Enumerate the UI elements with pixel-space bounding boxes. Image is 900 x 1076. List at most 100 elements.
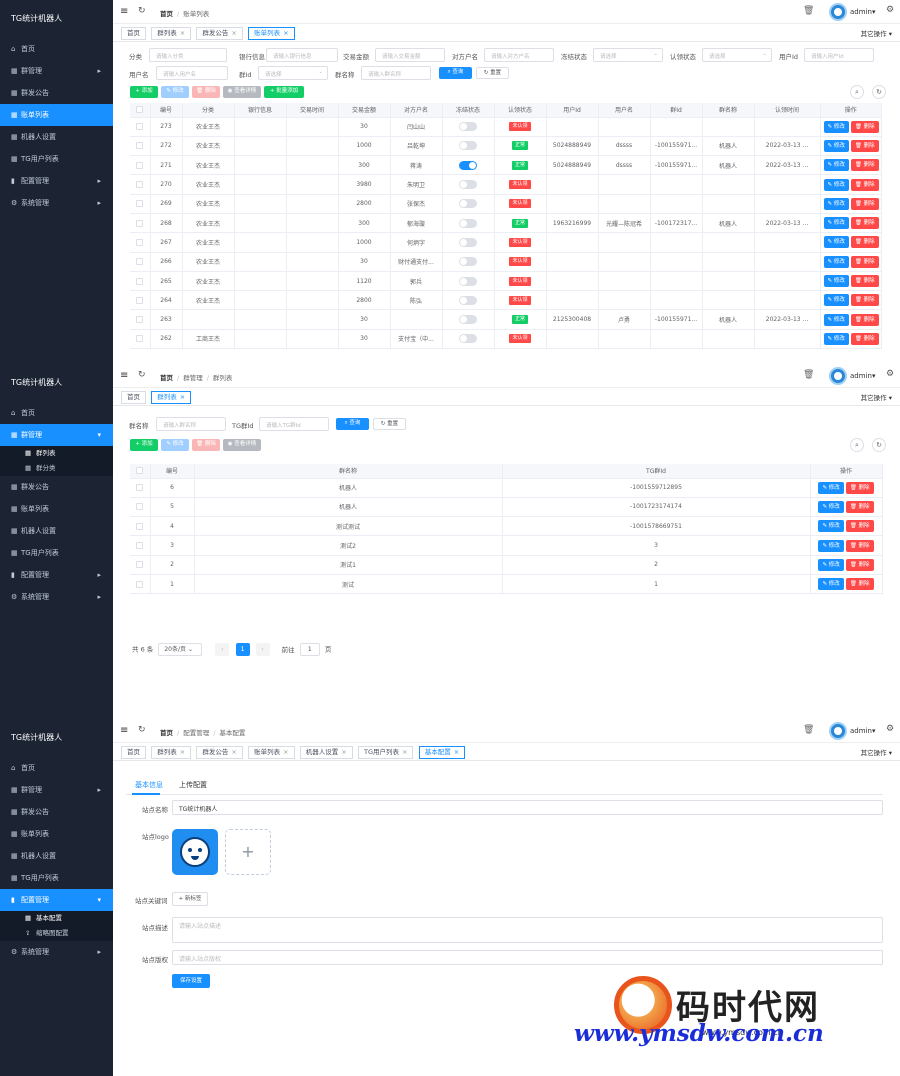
prev-page-button[interactable]: ‹ (215, 643, 230, 656)
row-edit-button[interactable]: ✎ 修改 (823, 120, 849, 133)
column-header[interactable]: 认领状态 (494, 103, 547, 118)
row-checkbox[interactable] (130, 290, 151, 311)
table-row[interactable]: 266 农业王杰 30 财付通支付... 未认领 ✎ 修改 🗑 删除 (130, 252, 882, 272)
page-size-select[interactable]: 20条/页 ⌄ (158, 643, 203, 656)
sidebar-item-system[interactable]: ⚙ 系统管理 ▸ (0, 941, 113, 963)
table-row[interactable]: 4 测试测试 -1001578669751 ✎ 修改 🗑 删除 (130, 516, 883, 537)
add-button[interactable]: + 添加 (130, 86, 158, 98)
tab-announce[interactable]: 群发公告 × (196, 27, 243, 40)
column-header[interactable]: 用户名 (598, 103, 651, 118)
freeze-switch[interactable] (459, 141, 477, 151)
column-header[interactable]: 银行信息 (234, 103, 287, 118)
column-header[interactable]: TG群Id (502, 464, 811, 479)
row-checkbox[interactable] (130, 309, 151, 330)
row-checkbox[interactable] (130, 555, 151, 575)
amount-input[interactable]: 请输入交易金额 (375, 48, 445, 62)
close-icon[interactable]: × (179, 393, 186, 401)
sidebar-item-bill-list[interactable]: ▦ 账单列表 (0, 498, 113, 520)
freeze-switch[interactable] (459, 122, 477, 132)
select-all-checkbox[interactable] (130, 103, 151, 118)
table-row[interactable]: 271 农业王杰 300 蒋涛 正常 5024888949 dssss -100155971.… (130, 155, 882, 176)
row-delete-button[interactable]: 🗑 删除 (845, 558, 874, 571)
table-row[interactable]: 5 机器人 -1001723174174 ✎ 修改 🗑 删除 (130, 497, 883, 518)
row-edit-button[interactable]: ✎ 修改 (823, 332, 849, 345)
site-logo-image[interactable] (172, 829, 218, 875)
goto-input[interactable]: 1 (299, 643, 320, 656)
row-edit-button[interactable]: ✎ 修改 (818, 500, 844, 513)
sidebar-item-config[interactable]: ▮ 配置管理 ▾ (0, 889, 113, 911)
breadcrumb-item[interactable]: 首页 (160, 729, 173, 737)
row-checkbox[interactable] (130, 271, 151, 292)
tab-home[interactable]: 首页 (121, 27, 146, 40)
sidebar-item-system[interactable]: ⚙ 系统管理 ▸ (0, 586, 113, 608)
row-delete-button[interactable]: 🗑 删除 (850, 159, 879, 172)
subtab-upload-config[interactable]: 上传配置 (179, 781, 207, 789)
sidebar-item-bill-list[interactable]: ▦ 账单列表 (0, 823, 113, 845)
table-row[interactable]: 265 农业王杰 1120 郭兵 未认领 ✎ 修改 🗑 删除 (130, 271, 882, 292)
column-header[interactable]: 群名称 (702, 103, 755, 118)
next-page-button[interactable]: › (255, 643, 270, 656)
site-name-input[interactable]: TG统计机器人 (172, 800, 883, 815)
trash-icon[interactable]: 🗑 (803, 725, 815, 735)
column-header[interactable]: 交易金额 (338, 103, 391, 118)
row-delete-button[interactable]: 🗑 删除 (850, 236, 879, 249)
sidebar-item-group-mgmt[interactable]: ▦ 群管理 ▾ (0, 424, 113, 446)
table-row[interactable]: 1 测试 1 ✎ 修改 🗑 删除 (130, 574, 883, 595)
details-button[interactable]: ◉ 查看详情 (223, 86, 261, 98)
freeze-switch[interactable] (459, 315, 477, 325)
subtab-basic-info[interactable]: 基本信息 (135, 781, 163, 789)
row-checkbox[interactable] (130, 174, 151, 195)
table-row[interactable]: 2 测试1 2 ✎ 修改 🗑 删除 (130, 555, 883, 575)
breadcrumb-item[interactable]: 首页 (160, 10, 173, 18)
row-delete-button[interactable]: 🗑 删除 (850, 294, 879, 307)
upload-logo-button[interactable]: + (225, 829, 271, 875)
reset-button[interactable]: ↻ 重置 (373, 418, 406, 430)
add-button[interactable]: + 添加 (130, 439, 158, 451)
column-header[interactable]: 群Id (650, 103, 703, 118)
column-header[interactable]: 用户Id (546, 103, 599, 118)
freeze-switch[interactable] (459, 237, 477, 247)
row-delete-button[interactable]: 🗑 删除 (850, 217, 879, 230)
row-edit-button[interactable]: ✎ 修改 (823, 275, 849, 288)
hamburger-icon[interactable]: ≡ (120, 370, 129, 381)
breadcrumb-item[interactable]: 首页 (160, 374, 173, 382)
row-edit-button[interactable]: ✎ 修改 (823, 197, 849, 210)
delete-button[interactable]: 🗑 删除 (192, 86, 220, 98)
group-name-input[interactable]: 请输入群名称 (361, 66, 431, 80)
tab-announce[interactable]: 群发公告 × (196, 746, 243, 759)
reset-button[interactable]: ↻ 重置 (476, 67, 509, 79)
sidebar-item-announce[interactable]: ▦ 群发公告 (0, 82, 113, 104)
row-edit-button[interactable]: ✎ 修改 (818, 520, 844, 533)
sidebar-item-tg-users[interactable]: ▦ TG用户列表 (0, 867, 113, 889)
row-delete-button[interactable]: 🗑 删除 (850, 332, 879, 345)
tab-home[interactable]: 首页 (121, 391, 146, 404)
gear-icon[interactable]: ⚙ (886, 724, 895, 734)
column-header[interactable]: 冻结状态 (442, 103, 495, 118)
search-button[interactable]: ⌕ 查询 (336, 418, 369, 430)
sidebar-item-announce[interactable]: ▦ 群发公告 (0, 801, 113, 823)
row-checkbox[interactable] (130, 329, 151, 350)
close-icon[interactable]: × (402, 748, 408, 756)
sidebar-item-bot-settings[interactable]: ▦ 机器人设置 (0, 520, 113, 542)
table-row[interactable]: 269 农业王杰 2800 张保杰 未认领 ✎ 修改 🗑 删除 (130, 194, 882, 214)
more-ops-dropdown[interactable]: 其它操作 ▾ (860, 30, 892, 38)
table-row[interactable]: 264 农业王杰 2800 陈弘 未认领 ✎ 修改 🗑 删除 (130, 290, 882, 311)
table-row[interactable]: 272 农业王杰 1000 吕乾坤 正常 5024888949 dssss -10015597… (130, 136, 882, 157)
column-header[interactable]: 编号 (150, 103, 183, 118)
sidebar-item-tg-users[interactable]: ▦ TG用户列表 (0, 542, 113, 564)
sidebar-item-config[interactable]: ▮ 配置管理 ▸ (0, 170, 113, 192)
sidebar-item-group-list[interactable]: ▦ 群列表 (0, 446, 113, 461)
row-delete-button[interactable]: 🗑 删除 (850, 313, 879, 326)
hamburger-icon[interactable]: ≡ (120, 725, 129, 736)
freeze-select[interactable]: 请选择 ⌄ (593, 48, 663, 62)
close-icon[interactable]: × (283, 29, 289, 37)
new-tag-button[interactable]: + 新标签 (172, 892, 208, 906)
close-icon[interactable]: × (231, 29, 237, 37)
hamburger-icon[interactable]: ≡ (120, 6, 129, 17)
search-toggle-icon[interactable]: ⌕ (850, 85, 864, 99)
freeze-switch[interactable] (459, 218, 477, 228)
close-icon[interactable]: × (341, 748, 347, 756)
more-ops-dropdown[interactable]: 其它操作 ▾ (860, 394, 892, 402)
refresh-icon[interactable]: ↻ (872, 438, 886, 452)
row-delete-button[interactable]: 🗑 删除 (850, 120, 879, 133)
